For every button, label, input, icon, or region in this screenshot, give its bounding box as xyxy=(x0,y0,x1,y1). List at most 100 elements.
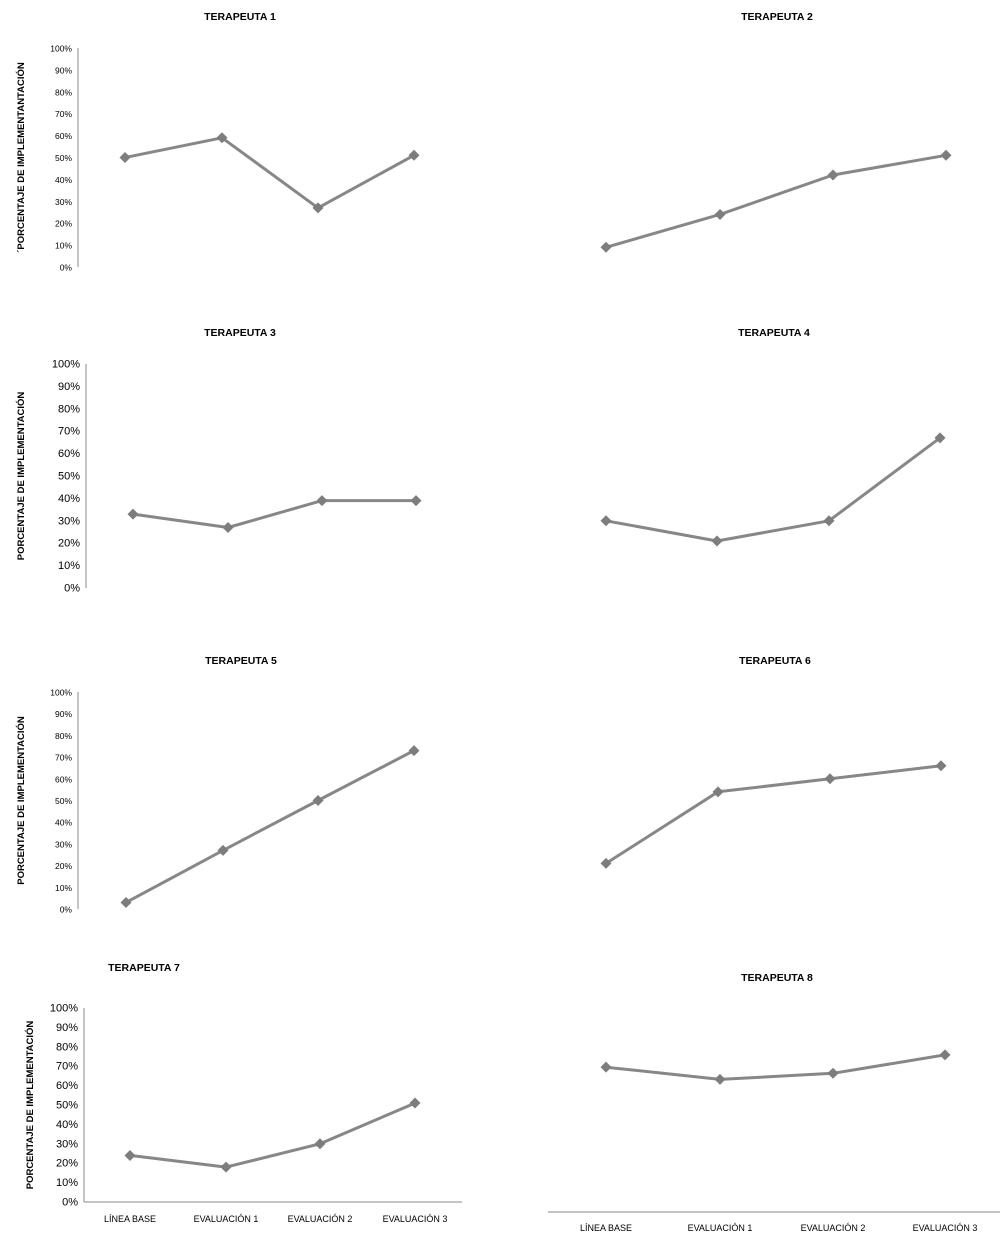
data-point-marker xyxy=(827,1067,839,1079)
data-point-marker xyxy=(408,149,420,161)
y-tick-label: 50% xyxy=(55,796,72,806)
x-tick-label: EVALUACIÓN 1 xyxy=(194,1214,259,1224)
y-tick-label: 80% xyxy=(55,87,72,97)
chart-title: TERAPEUTA 7 xyxy=(108,962,180,974)
y-tick-label: 60% xyxy=(58,448,80,460)
chart-panel-6: TERAPEUTA 6 xyxy=(600,655,947,869)
data-point-marker xyxy=(222,522,234,534)
y-tick-label: 40% xyxy=(58,493,80,505)
y-tick-label: 50% xyxy=(58,471,80,483)
chart-panel-2: TERAPEUTA 2 xyxy=(600,11,952,253)
data-point-marker xyxy=(824,773,836,785)
data-point-marker xyxy=(216,132,228,144)
chart-panel-8: TERAPEUTA 8 LÍNEA BASE EVALUACIÓN 1 EVALUAC… xyxy=(548,972,1000,1233)
y-tick-label: 30% xyxy=(55,839,72,849)
data-point-marker xyxy=(935,760,947,772)
y-tick-label: 10% xyxy=(58,560,80,572)
y-tick-label: 30% xyxy=(58,515,80,527)
x-tick-label: EVALUACIÓN 2 xyxy=(288,1214,353,1224)
y-tick-label: 0% xyxy=(62,1197,78,1209)
y-tick-label: 0% xyxy=(64,583,80,595)
x-tick-label: LÍNEA BASE xyxy=(104,1214,156,1224)
y-axis-label: PORCENTAJE DE IMPLEMENTACIÓN xyxy=(24,1021,36,1190)
data-point-marker xyxy=(711,535,723,547)
data-point-marker xyxy=(827,169,839,181)
data-point-marker xyxy=(712,786,724,798)
series-line xyxy=(129,1101,416,1169)
data-point-marker xyxy=(316,495,328,507)
y-tick-label: 90% xyxy=(58,381,80,393)
y-tick-label: 0% xyxy=(60,905,73,915)
data-point-marker xyxy=(934,432,946,444)
x-tick-label: EVALUACIÓN 3 xyxy=(913,1223,978,1233)
series-line xyxy=(125,749,415,904)
data-point-marker xyxy=(217,844,229,856)
x-tick-label: EVALUACIÓN 1 xyxy=(688,1223,753,1233)
data-point-marker xyxy=(124,1149,136,1161)
y-tick-label: 50% xyxy=(55,153,72,163)
y-tick-label: 70% xyxy=(55,753,72,763)
data-point-marker xyxy=(600,515,612,527)
series-line xyxy=(124,136,415,210)
y-tick-label: 70% xyxy=(58,426,80,438)
y-tick-label: 20% xyxy=(55,861,72,871)
chart-panel-3: TERAPEUTA 3 0% 10% 20% 30% 40% 50% 60% 70% 80% 90%… xyxy=(15,327,422,595)
y-tick-label: 90% xyxy=(55,709,72,719)
y-tick-label: 80% xyxy=(55,731,72,741)
y-tick-label: 70% xyxy=(55,109,72,119)
y-tick-label: 10% xyxy=(55,241,72,251)
y-tick-label: 10% xyxy=(56,1177,78,1189)
series-line xyxy=(605,153,947,249)
series-line xyxy=(605,1053,946,1081)
y-tick-label: 100% xyxy=(52,359,80,371)
y-tick-label: 40% xyxy=(55,175,72,185)
data-point-marker xyxy=(823,515,835,527)
data-point-marker xyxy=(409,1097,421,1109)
chart-panel-1: TERAPEUTA 1 0% 10% 20% 30% 40% 50% 60% 70% 80% 90%… xyxy=(15,11,420,273)
y-tick-label: 30% xyxy=(55,197,72,207)
data-point-marker xyxy=(600,241,612,253)
y-tick-label: 30% xyxy=(56,1138,78,1150)
chart-title: TERAPEUTA 1 xyxy=(204,11,276,23)
chart-title: TERAPEUTA 2 xyxy=(741,11,813,23)
y-tick-label: 100% xyxy=(50,688,72,698)
y-tick-label: 40% xyxy=(55,818,72,828)
y-tick-label: 20% xyxy=(56,1158,78,1170)
series-line xyxy=(132,499,416,529)
y-tick-label: 0% xyxy=(60,263,73,273)
x-tick-label: LÍNEA BASE xyxy=(580,1223,632,1233)
data-point-marker xyxy=(314,1138,326,1150)
data-point-marker xyxy=(120,896,132,908)
y-tick-label: 90% xyxy=(56,1022,78,1034)
data-point-marker xyxy=(119,152,131,163)
chart-title: TERAPEUTA 4 xyxy=(738,327,810,339)
chart-panel-7: TERAPEUTA 7 0% 10% 20% 30% 40% 50% 60% 70% 80% 90%… xyxy=(24,962,462,1224)
x-tick-label: EVALUACIÓN 2 xyxy=(801,1223,866,1233)
y-tick-label: 20% xyxy=(58,538,80,550)
chart-title: TERAPEUTA 3 xyxy=(204,327,276,339)
y-tick-label: 70% xyxy=(56,1061,78,1073)
data-point-marker xyxy=(939,1049,951,1061)
y-tick-label: 80% xyxy=(56,1041,78,1053)
series-line xyxy=(605,764,942,865)
series-line xyxy=(605,436,941,543)
data-point-marker xyxy=(940,149,952,161)
chart-title: TERAPEUTA 6 xyxy=(739,655,811,667)
chart-panel-5: TERAPEUTA 5 0% 10% 20% 30% 40% 50% 60% 70% 80% 90%… xyxy=(15,655,420,915)
y-tick-label: 20% xyxy=(55,219,72,229)
y-tick-label: 80% xyxy=(58,403,80,415)
chart-panel-4: TERAPEUTA 4 xyxy=(600,327,946,547)
data-point-marker xyxy=(408,745,420,757)
y-tick-label: 60% xyxy=(56,1080,78,1092)
y-axis-label: PORCENTAJE DE IMPLEMENTACIÓN xyxy=(15,716,27,885)
data-point-marker xyxy=(714,1073,726,1085)
data-point-marker xyxy=(714,208,726,220)
y-tick-label: 60% xyxy=(55,774,72,784)
y-tick-label: 100% xyxy=(50,44,72,54)
x-tick-label: EVALUACIÓN 3 xyxy=(383,1214,448,1224)
y-tick-label: 40% xyxy=(56,1119,78,1131)
data-point-marker xyxy=(312,202,324,214)
y-tick-label: 90% xyxy=(55,65,72,75)
y-axis-label: ´PORCENTAJE DE IMPLEMENTANTACIÓN xyxy=(15,62,27,253)
